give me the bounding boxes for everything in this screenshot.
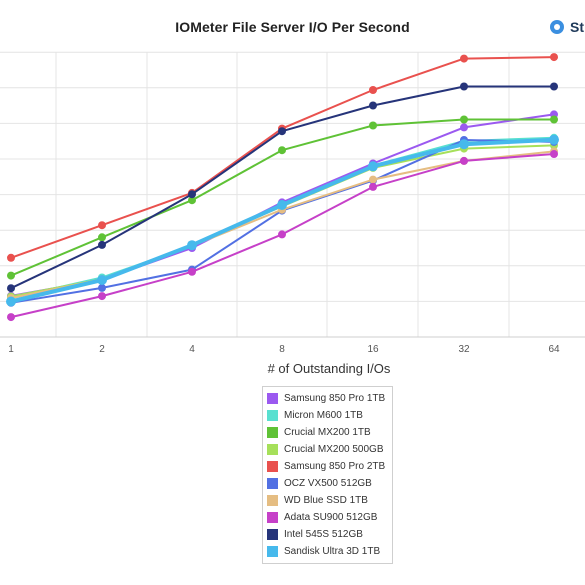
data-point [369, 101, 377, 110]
data-point [7, 284, 15, 293]
data-point [6, 296, 16, 307]
legend-label: OCZ VX500 512GB [284, 478, 372, 489]
x-tick-label: 2 [99, 344, 105, 355]
data-point [278, 127, 286, 136]
legend-item: Samsung 850 Pro 2TB [267, 458, 388, 475]
brand-logo-icon [550, 20, 564, 34]
legend-label: Sandisk Ultra 3D 1TB [284, 546, 381, 557]
series-line [10, 144, 555, 298]
data-point [97, 275, 107, 285]
legend-swatch [267, 393, 278, 404]
data-point [188, 267, 196, 276]
x-tick-label: 1 [8, 344, 14, 355]
data-point [549, 134, 559, 145]
data-point [98, 283, 106, 292]
chart-legend: Samsung 850 Pro 1TB Micron M600 1TB Crucia… [262, 386, 393, 564]
legend-item: Intel 545S 512GB [267, 526, 388, 543]
legend-label: Intel 545S 512GB [284, 529, 363, 540]
legend-label: Adata SU900 512GB [284, 512, 378, 523]
legend-item: Sandisk Ultra 3D 1TB [267, 543, 388, 560]
legend-item: Crucial MX200 1TB [267, 424, 388, 441]
data-point [460, 54, 468, 63]
data-point [368, 161, 378, 172]
data-point [459, 139, 469, 150]
x-axis-label: # of Outstanding I/Os [267, 361, 391, 376]
data-point [188, 196, 196, 205]
legend-item: WD Blue SSD 1TB [267, 492, 388, 509]
data-point [98, 292, 106, 301]
data-point [369, 175, 377, 184]
legend-swatch [267, 478, 278, 489]
legend-label: Micron M600 1TB [284, 410, 363, 421]
x-tick-label: 8 [279, 344, 285, 355]
series-line [10, 136, 555, 300]
data-point [98, 240, 106, 249]
data-point [550, 53, 558, 62]
legend-label: Samsung 850 Pro 1TB [284, 393, 386, 404]
legend-swatch [267, 410, 278, 421]
legend-item: Adata SU900 512GB [267, 509, 388, 526]
legend-swatch [267, 495, 278, 506]
legend-swatch [267, 512, 278, 523]
data-point [369, 121, 377, 130]
data-point [277, 200, 287, 210]
data-point [460, 82, 468, 91]
legend-swatch [267, 427, 278, 438]
data-point [278, 146, 286, 155]
legend-label: Crucial MX200 1TB [284, 427, 371, 438]
x-tick-label: 32 [458, 344, 470, 355]
data-point [7, 253, 15, 262]
legend-swatch [267, 546, 278, 557]
legend-swatch [267, 444, 278, 455]
series-line [10, 139, 555, 304]
legend-item: Crucial MX200 500GB [267, 441, 388, 458]
data-point [98, 221, 106, 230]
series-line [10, 150, 555, 300]
legend-item: Samsung 850 Pro 1TB [267, 390, 388, 407]
brand-text: St [570, 19, 584, 35]
x-tick-label: 64 [548, 344, 560, 355]
legend-item: Micron M600 1TB [267, 407, 388, 424]
data-point [98, 233, 106, 242]
chart-title: IOMeter File Server I/O Per Second [175, 19, 410, 35]
data-point [187, 240, 197, 251]
data-point [369, 86, 377, 94]
data-point [460, 115, 468, 124]
legend-label: Crucial MX200 500GB [284, 444, 384, 455]
data-point [369, 182, 377, 191]
legend-swatch [267, 461, 278, 472]
data-point [460, 156, 468, 165]
data-point [460, 123, 468, 132]
legend-swatch [267, 529, 278, 540]
data-point [550, 115, 558, 124]
data-point [550, 150, 558, 158]
data-point [278, 230, 286, 239]
data-point [7, 271, 15, 280]
legend-item: OCZ VX500 512GB [267, 475, 388, 492]
x-tick-label: 4 [189, 344, 195, 355]
legend-label: WD Blue SSD 1TB [284, 495, 368, 506]
series-line [9, 137, 556, 304]
data-point [188, 190, 196, 199]
data-point [550, 82, 558, 91]
legend-label: Samsung 850 Pro 2TB [284, 461, 386, 472]
x-tick-label: 16 [367, 344, 379, 355]
data-point [7, 313, 15, 322]
series-line [10, 85, 555, 290]
